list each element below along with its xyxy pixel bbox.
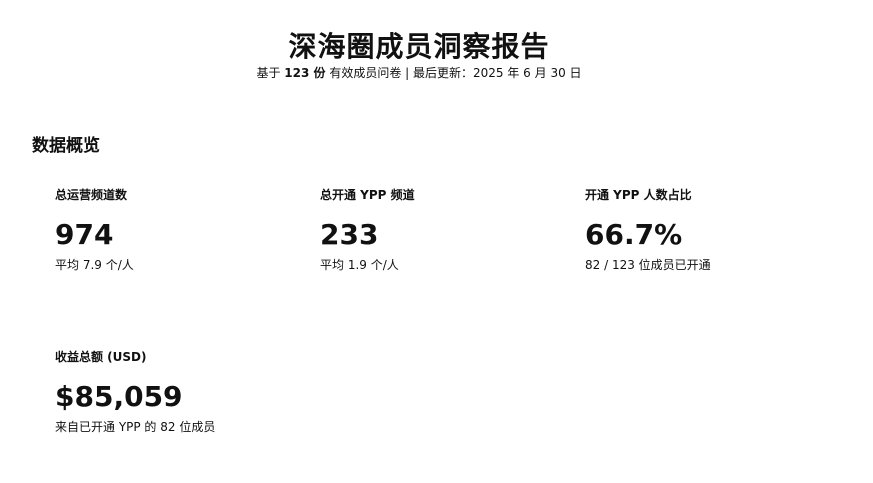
subtitle-suffix: 有效成员问卷 | 最后更新：2025 年 6 月 30 日 [329, 66, 582, 80]
stat-note: 平均 1.9 个/人 [320, 258, 399, 272]
stat-card-total-channels: 总运营频道数 974 平均 7.9 个/人 [55, 187, 295, 273]
stat-value: 66.7% [585, 218, 683, 251]
stat-note: 来自已开通 YPP 的 82 位成员 [55, 420, 216, 434]
section-title-overview: 数据概览 [32, 136, 100, 157]
stat-card-ypp-ratio: 开通 YPP 人数占比 66.7% 82 / 123 位成员已开通 [585, 187, 825, 273]
subtitle-response-count: 123 份 [284, 66, 326, 80]
stat-label: 总开通 YPP 频道 [320, 188, 415, 202]
stat-label: 开通 YPP 人数占比 [585, 188, 692, 202]
stat-value: 974 [55, 218, 114, 251]
stat-label: 收益总额 (USD) [55, 350, 147, 364]
report-title: 深海圈成员洞察报告 [288, 29, 550, 63]
stat-card-ypp-channels: 总开通 YPP 频道 233 平均 1.9 个/人 [320, 187, 560, 273]
stat-value: $85,059 [55, 380, 183, 413]
report-subtitle: 基于 123 份 有效成员问卷 | 最后更新：2025 年 6 月 30 日 [0, 65, 838, 81]
stat-value: 233 [320, 218, 379, 251]
subtitle-prefix: 基于 [256, 66, 281, 80]
stat-card-total-revenue: 收益总额 (USD) $85,059 来自已开通 YPP 的 82 位成员 [55, 349, 295, 435]
stat-note: 82 / 123 位成员已开通 [585, 258, 711, 272]
stat-note: 平均 7.9 个/人 [55, 258, 134, 272]
stat-label: 总运营频道数 [55, 188, 128, 202]
